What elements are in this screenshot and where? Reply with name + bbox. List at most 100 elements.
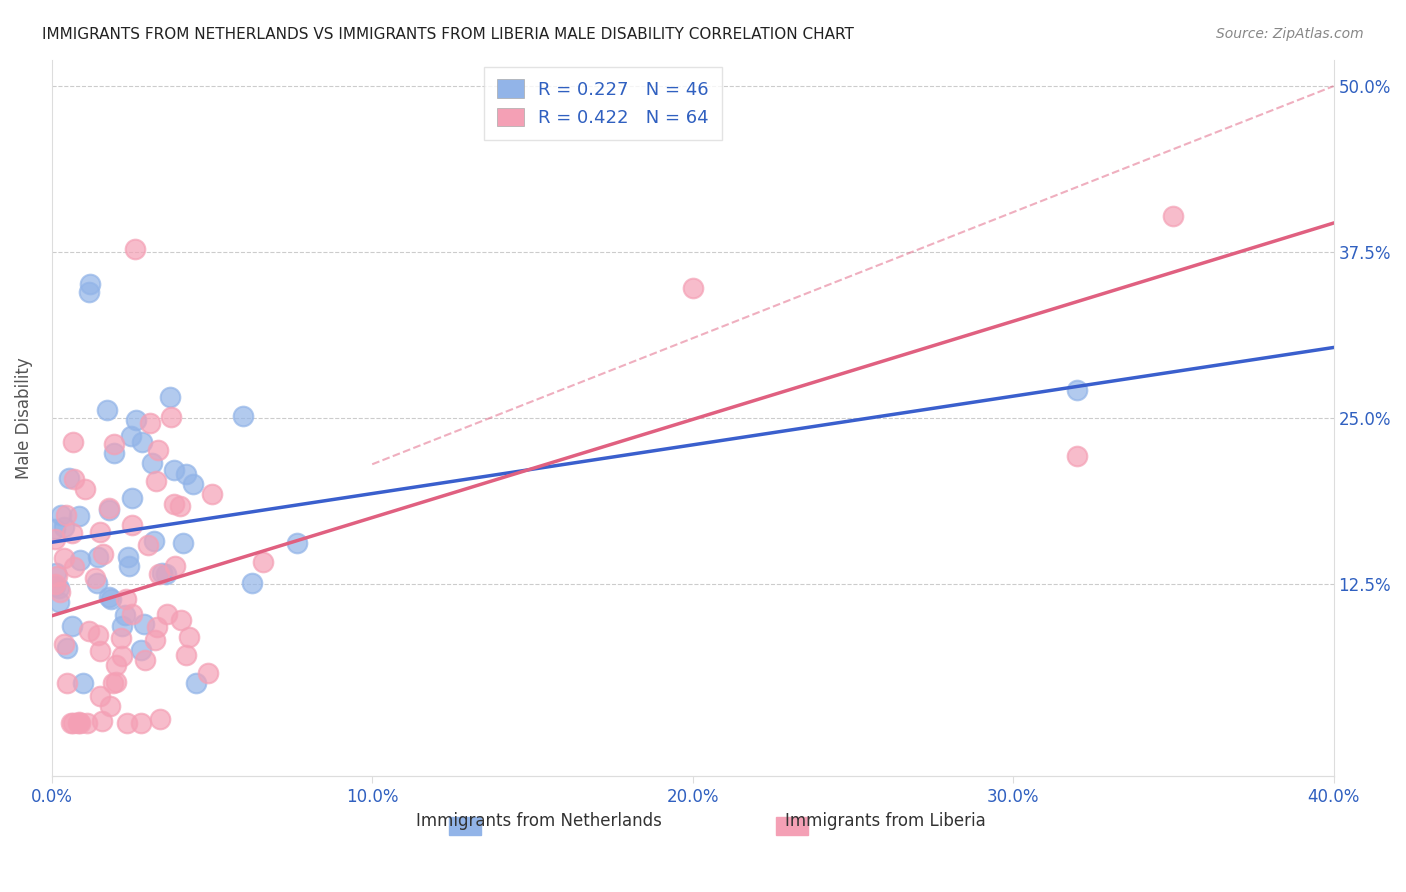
Point bbox=[89, 644, 111, 658]
Point bbox=[103, 676, 125, 690]
Point bbox=[103, 437, 125, 451]
Point bbox=[63, 560, 86, 574]
Point bbox=[1066, 383, 1088, 397]
Point bbox=[134, 653, 156, 667]
Text: IMMIGRANTS FROM NETHERLANDS VS IMMIGRANTS FROM LIBERIA MALE DISABILITY CORRELATI: IMMIGRANTS FROM NETHERLANDS VS IMMIGRANT… bbox=[42, 27, 853, 42]
Point bbox=[131, 434, 153, 449]
Point bbox=[146, 619, 169, 633]
Point bbox=[184, 676, 207, 690]
Point bbox=[104, 658, 127, 673]
Point bbox=[48, 594, 70, 608]
Point bbox=[98, 503, 121, 517]
Point bbox=[152, 566, 174, 580]
Point bbox=[45, 569, 67, 583]
Point bbox=[121, 607, 143, 621]
Point bbox=[111, 619, 134, 633]
Point bbox=[131, 643, 153, 657]
Point bbox=[60, 716, 83, 731]
Point bbox=[91, 714, 114, 728]
Point bbox=[62, 716, 84, 731]
Point bbox=[49, 584, 72, 599]
Point bbox=[124, 242, 146, 256]
Point bbox=[63, 472, 86, 486]
Point bbox=[121, 491, 143, 505]
Point bbox=[117, 549, 139, 564]
Point bbox=[69, 716, 91, 731]
Point bbox=[129, 716, 152, 731]
Point bbox=[169, 499, 191, 513]
Point bbox=[60, 618, 83, 632]
Point bbox=[146, 442, 169, 457]
Point bbox=[44, 576, 66, 591]
Point bbox=[163, 559, 186, 574]
Point bbox=[285, 535, 308, 549]
Point bbox=[114, 608, 136, 623]
Legend: R = 0.227   N = 46, R = 0.422   N = 64: R = 0.227 N = 46, R = 0.422 N = 64 bbox=[484, 67, 721, 140]
Point bbox=[170, 613, 193, 627]
Point bbox=[55, 508, 77, 523]
Point bbox=[252, 554, 274, 568]
Point bbox=[48, 581, 70, 595]
Text: Immigrants from Netherlands: Immigrants from Netherlands bbox=[416, 813, 662, 830]
Point bbox=[62, 434, 84, 449]
Point bbox=[240, 576, 263, 591]
Point bbox=[67, 509, 90, 524]
Point bbox=[1066, 449, 1088, 463]
Point bbox=[44, 579, 66, 593]
Point bbox=[44, 523, 66, 537]
Point bbox=[87, 549, 110, 564]
Point bbox=[100, 592, 122, 607]
Point bbox=[148, 566, 170, 581]
Point bbox=[120, 428, 142, 442]
Point bbox=[98, 500, 121, 515]
Point bbox=[53, 551, 76, 566]
Point bbox=[136, 538, 159, 552]
Point bbox=[145, 633, 167, 648]
Point bbox=[75, 482, 97, 496]
Point bbox=[682, 280, 704, 294]
Point bbox=[55, 641, 77, 656]
Point bbox=[58, 471, 80, 485]
Point bbox=[52, 637, 75, 651]
Point bbox=[155, 566, 177, 581]
Point bbox=[96, 403, 118, 417]
Point bbox=[201, 487, 224, 501]
Point bbox=[125, 413, 148, 427]
Point bbox=[53, 520, 76, 534]
FancyBboxPatch shape bbox=[449, 817, 481, 835]
Point bbox=[118, 558, 141, 573]
Point bbox=[103, 446, 125, 460]
Point bbox=[162, 462, 184, 476]
Point bbox=[62, 525, 84, 540]
Y-axis label: Male Disability: Male Disability bbox=[15, 357, 32, 479]
Point bbox=[172, 536, 194, 550]
Point bbox=[232, 409, 254, 423]
Text: Source: ZipAtlas.com: Source: ZipAtlas.com bbox=[1216, 27, 1364, 41]
Point bbox=[86, 576, 108, 591]
Point bbox=[160, 410, 183, 425]
Point bbox=[91, 547, 114, 561]
Point bbox=[1161, 209, 1184, 223]
Point bbox=[145, 474, 167, 488]
Point bbox=[181, 477, 204, 491]
Point bbox=[51, 508, 73, 523]
Point bbox=[76, 716, 98, 731]
Point bbox=[77, 285, 100, 299]
Point bbox=[174, 467, 197, 481]
Point bbox=[79, 277, 101, 291]
Point bbox=[117, 716, 139, 731]
Point bbox=[156, 607, 179, 621]
Point bbox=[174, 648, 197, 662]
Point bbox=[115, 591, 138, 606]
Point bbox=[139, 416, 162, 430]
Text: Immigrants from Liberia: Immigrants from Liberia bbox=[785, 813, 986, 830]
Point bbox=[72, 676, 94, 690]
Point bbox=[67, 714, 90, 729]
Point bbox=[69, 553, 91, 567]
Point bbox=[162, 497, 184, 511]
Point bbox=[197, 666, 219, 681]
Point bbox=[105, 675, 128, 690]
Point bbox=[45, 566, 67, 580]
FancyBboxPatch shape bbox=[776, 817, 808, 835]
Point bbox=[66, 716, 89, 731]
